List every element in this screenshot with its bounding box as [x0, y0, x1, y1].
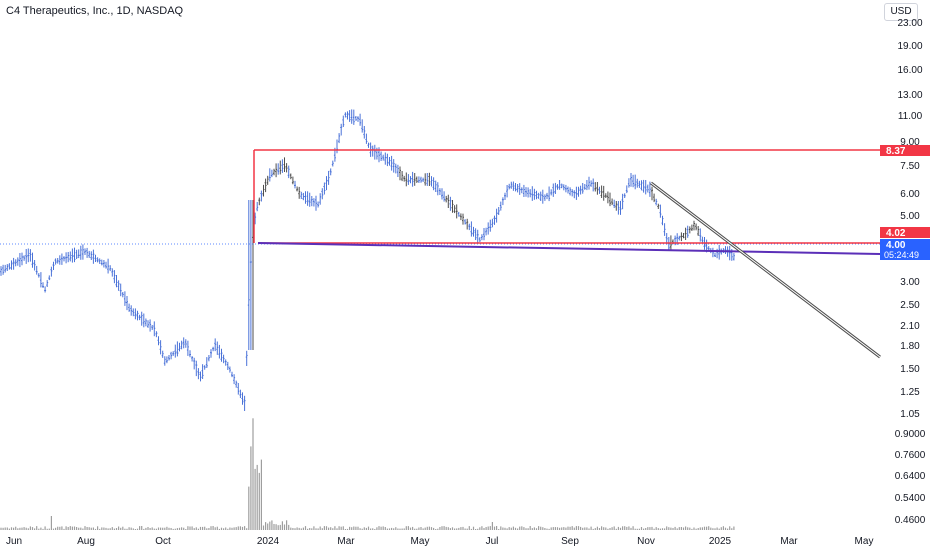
currency-button[interactable]: USD — [884, 3, 918, 21]
y-tick-label: 0.9000 — [895, 429, 926, 440]
price-label-support — [880, 227, 930, 238]
y-tick-label: 0.4600 — [895, 515, 926, 526]
x-tick-label: May — [855, 536, 874, 547]
y-tick-label: 5.00 — [900, 211, 920, 222]
y-tick-label: 1.05 — [900, 409, 920, 420]
x-axis: Jun Aug Oct 2024 Mar May Jul Sep Nov 2025 Mar May — [6, 536, 874, 547]
drawn-lines — [0, 149, 881, 359]
y-tick-label: 16.00 — [897, 65, 922, 76]
support-line-purple — [257, 242, 881, 255]
y-tick-label: 9.00 — [900, 137, 920, 148]
price-countdown-text: 05:24:49 — [884, 250, 919, 260]
y-tick-label: 1.80 — [900, 341, 920, 352]
chart-title: C4 Therapeutics, Inc., 1D, NASDAQ — [6, 5, 184, 17]
y-tick-label: 6.00 — [900, 189, 920, 200]
x-tick-label: Mar — [337, 536, 355, 547]
x-tick-label: Aug — [77, 536, 95, 547]
price-label-resistance — [880, 145, 930, 156]
y-tick-label: 1.50 — [900, 364, 920, 375]
y-axis: 23.00 19.00 16.00 13.00 11.00 9.00 7.50 6.00 5.0… — [895, 18, 926, 526]
y-tick-label: 7.50 — [900, 161, 920, 172]
price-label-resistance-text: 8.37 — [886, 146, 906, 157]
x-tick-label: Mar — [780, 536, 798, 547]
price-bars — [0, 109, 735, 411]
downtrend-line-inner — [650, 182, 881, 358]
volume-bars — [0, 418, 735, 530]
y-tick-label: 2.10 — [900, 321, 920, 332]
x-tick-label: 2024 — [257, 536, 280, 547]
price-label-last — [880, 239, 930, 260]
y-tick-label: 0.6400 — [895, 471, 926, 482]
y-tick-label: 19.00 — [897, 41, 922, 52]
price-label-support-text: 4.02 — [886, 228, 906, 239]
y-tick-label: 0.5400 — [895, 493, 926, 504]
y-tick-label: 0.7600 — [895, 450, 926, 461]
x-tick-label: 2025 — [709, 536, 732, 547]
x-tick-label: May — [411, 536, 430, 547]
y-tick-label: 11.00 — [898, 111, 923, 122]
x-tick-label: Oct — [155, 536, 171, 547]
price-label-last-text: 4.00 — [886, 240, 906, 251]
y-tick-label: 3.00 — [900, 277, 920, 288]
y-tick-label: 23.00 — [897, 18, 922, 29]
y-tick-label: 2.50 — [900, 300, 920, 311]
x-tick-label: Nov — [637, 536, 655, 547]
x-tick-label: Jul — [486, 536, 499, 547]
x-tick-label: Jun — [6, 536, 22, 547]
y-tick-label: 1.25 — [900, 387, 920, 398]
x-tick-label: Sep — [561, 536, 579, 547]
y-tick-label: 13.00 — [897, 90, 922, 101]
